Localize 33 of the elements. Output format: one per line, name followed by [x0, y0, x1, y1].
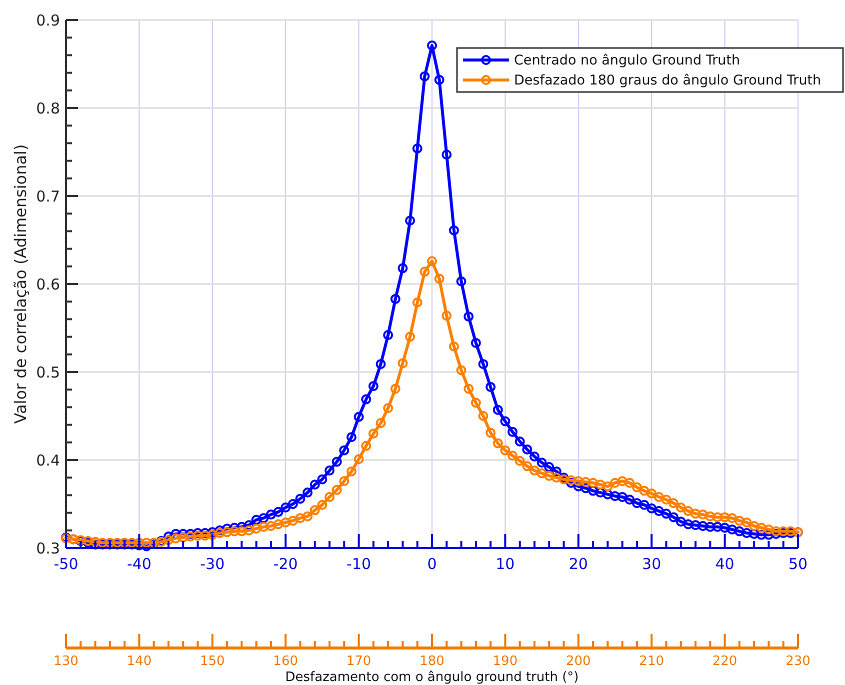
x-tick-label: -40 — [126, 555, 152, 573]
x2-tick-label: 190 — [492, 654, 518, 669]
x-tick-label: 50 — [788, 555, 808, 573]
y-axis-title: Valor de correlação (Adimensional) — [11, 144, 30, 424]
y-tick-label: 0.3 — [36, 539, 60, 558]
y-tick-label: 0.7 — [36, 187, 60, 206]
x-tick-label: -30 — [200, 555, 225, 573]
legend-label: Desfazado 180 graus do ângulo Ground Truth — [514, 72, 822, 89]
x-tick-label: 0 — [427, 555, 437, 573]
x-tick-label: -10 — [346, 555, 372, 573]
x2-tick-label: 160 — [273, 654, 298, 669]
x2-tick-label: 220 — [712, 654, 738, 669]
x2-tick-label: 130 — [54, 654, 78, 669]
x2-tick-label: 140 — [126, 654, 152, 669]
x-tick-label: 10 — [496, 555, 515, 573]
x-axis-title: Desfazamento com o ângulo ground truth (°) — [285, 670, 579, 685]
x2-tick-label: 230 — [786, 654, 810, 669]
x-tick-label: 20 — [568, 555, 588, 573]
x-tick-label: 40 — [715, 555, 734, 573]
y-tick-label: 0.4 — [36, 451, 60, 470]
y-tick-label: 0.5 — [36, 363, 60, 382]
y-tick-label: 0.8 — [36, 99, 60, 118]
x2-tick-label: 200 — [566, 654, 591, 669]
x-tick-label: -50 — [54, 555, 78, 573]
y-tick-label: 0.6 — [36, 275, 60, 294]
y-tick-label: 0.9 — [36, 11, 60, 30]
x2-tick-label: 210 — [639, 654, 664, 669]
x2-tick-label: 180 — [420, 654, 444, 669]
x2-tick-label: 150 — [200, 654, 225, 669]
x-tick-label: 30 — [642, 555, 662, 573]
x2-tick-label: 170 — [346, 654, 372, 669]
x-tick-label: -20 — [273, 555, 298, 573]
legend-label: Centrado no ângulo Ground Truth — [514, 52, 740, 69]
